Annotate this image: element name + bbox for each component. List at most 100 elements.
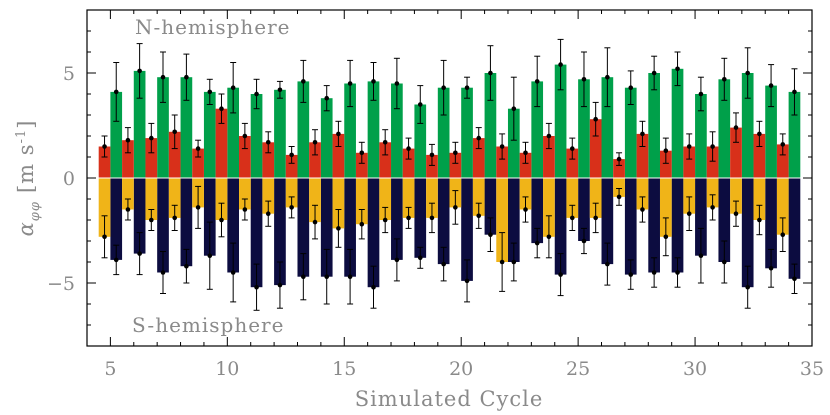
north-total-bar-22 xyxy=(507,108,520,178)
south-part-point-18 xyxy=(406,215,411,221)
south-total-point-14 xyxy=(324,274,330,280)
north-part-bar-22 xyxy=(496,146,508,178)
south-total-point-12 xyxy=(277,282,283,288)
north-part-bar-13 xyxy=(285,154,298,178)
north-total-bar-23 xyxy=(531,81,544,178)
south-part-bar-6 xyxy=(122,178,134,210)
north-part-bar-29 xyxy=(659,150,672,178)
south-total-point-25 xyxy=(581,238,587,244)
south-part-point-17 xyxy=(382,217,388,223)
north-total-point-10 xyxy=(230,85,236,90)
north-hemisphere-label: N-hemisphere xyxy=(135,15,291,39)
north-total-point-26 xyxy=(605,74,610,80)
south-part-bar-26 xyxy=(589,178,602,218)
south-total-bar-9 xyxy=(203,178,216,256)
south-total-bar-18 xyxy=(414,178,427,258)
north-total-bar-12 xyxy=(274,89,286,178)
north-part-bar-31 xyxy=(706,146,719,178)
bars-layer xyxy=(98,64,801,288)
south-part-bar-11 xyxy=(239,178,251,210)
north-total-bar-25 xyxy=(578,79,590,178)
north-total-point-9 xyxy=(207,89,213,95)
north-total-bar-5 xyxy=(110,91,123,178)
south-total-bar-6 xyxy=(133,178,146,254)
south-total-point-21 xyxy=(488,232,493,237)
x-axis-title: Simulated Cycle xyxy=(355,387,544,411)
south-hemisphere-label: S-hemisphere xyxy=(132,313,284,337)
south-total-point-11 xyxy=(254,284,259,290)
south-part-bar-15 xyxy=(332,178,345,229)
north-total-point-5 xyxy=(113,89,119,95)
north-total-point-17 xyxy=(394,81,400,86)
y-axis-title-units: [m s xyxy=(14,143,38,193)
north-part-point-27 xyxy=(616,156,622,162)
north-total-bar-18 xyxy=(414,104,427,178)
south-total-bar-15 xyxy=(344,178,356,277)
south-total-bar-5 xyxy=(110,178,123,260)
north-part-bar-32 xyxy=(730,127,742,178)
south-part-bar-31 xyxy=(706,178,719,208)
north-total-point-14 xyxy=(324,95,330,101)
north-total-bar-8 xyxy=(180,77,193,178)
south-part-bar-29 xyxy=(659,178,672,237)
north-part-point-24 xyxy=(546,133,552,139)
north-total-bar-13 xyxy=(297,81,310,178)
north-part-point-8 xyxy=(172,129,178,135)
south-part-point-23 xyxy=(523,207,528,212)
north-part-bar-28 xyxy=(636,133,649,178)
south-total-bar-24 xyxy=(554,178,567,275)
north-part-bar-20 xyxy=(449,152,462,178)
south-total-bar-8 xyxy=(180,178,193,267)
x-tick-label-35: 35 xyxy=(800,358,824,380)
x-tick-label-10: 10 xyxy=(215,358,239,380)
south-total-point-27 xyxy=(628,272,634,277)
south-part-bar-13 xyxy=(285,178,298,208)
north-part-bar-27 xyxy=(613,159,625,178)
y-axis-title: αφφ [m s-1] xyxy=(14,120,43,237)
north-part-point-14 xyxy=(312,140,318,145)
south-total-bar-7 xyxy=(157,178,169,273)
south-part-bar-21 xyxy=(472,178,485,216)
south-part-bar-10 xyxy=(215,178,228,220)
north-part-point-12 xyxy=(265,140,271,145)
north-part-bar-34 xyxy=(776,144,789,178)
south-total-bar-10 xyxy=(227,178,240,273)
north-total-point-27 xyxy=(628,85,634,90)
south-part-bar-24 xyxy=(543,178,555,237)
south-total-point-9 xyxy=(207,253,213,258)
south-part-bar-5 xyxy=(98,178,111,237)
north-total-bar-34 xyxy=(788,91,801,178)
x-tick-label-5: 5 xyxy=(104,358,116,380)
south-part-bar-12 xyxy=(262,178,275,214)
south-part-bar-32 xyxy=(730,178,742,214)
y-axis-title-symbol: α xyxy=(14,221,38,236)
south-total-point-18 xyxy=(417,255,423,261)
y-tick-label-5: 5 xyxy=(63,63,75,85)
north-total-point-6 xyxy=(137,68,142,74)
y-axis-title-subscript: φφ xyxy=(28,201,43,221)
north-total-point-19 xyxy=(441,85,446,90)
north-part-point-17 xyxy=(382,140,388,145)
north-total-bar-27 xyxy=(624,87,637,178)
south-total-bar-11 xyxy=(250,178,263,288)
north-part-bar-33 xyxy=(753,133,766,178)
north-part-point-22 xyxy=(499,144,505,149)
north-total-point-31 xyxy=(721,77,727,82)
north-total-bar-9 xyxy=(203,91,216,178)
north-total-bar-11 xyxy=(250,94,263,178)
south-total-point-23 xyxy=(534,240,540,246)
south-part-point-15 xyxy=(336,226,341,231)
north-part-point-6 xyxy=(125,137,131,143)
south-part-point-7 xyxy=(149,217,154,223)
south-part-point-20 xyxy=(453,205,458,210)
south-total-point-32 xyxy=(745,284,750,290)
south-total-point-22 xyxy=(511,259,517,265)
south-part-point-27 xyxy=(616,194,622,200)
south-part-point-33 xyxy=(757,217,762,223)
south-part-point-29 xyxy=(663,234,669,240)
north-part-point-31 xyxy=(710,144,715,149)
south-total-point-29 xyxy=(675,270,680,275)
north-part-bar-10 xyxy=(215,108,228,178)
south-part-point-13 xyxy=(289,205,294,210)
north-part-point-29 xyxy=(663,148,669,153)
